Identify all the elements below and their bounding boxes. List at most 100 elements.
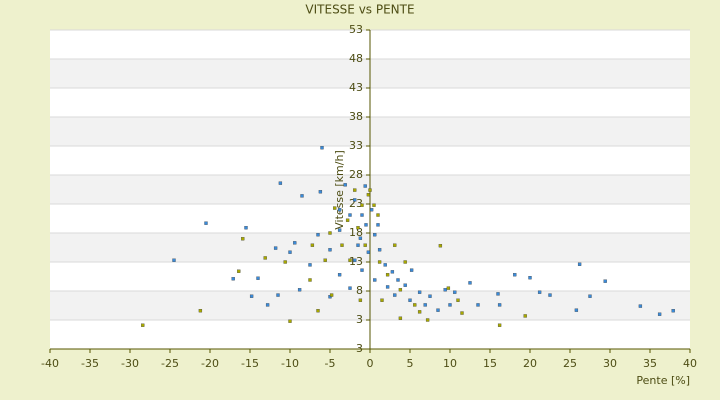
scatter-point [638,304,643,308]
y-tick-label: 53 [349,23,363,36]
scatter-point [337,273,342,277]
scatter-point [383,263,387,267]
scatter-point [496,292,500,296]
scatter-point [288,250,292,254]
scatter-point [436,308,440,312]
y-axis-title: Vitesse [km/h] [333,150,346,230]
scatter-point [263,256,267,260]
x-tick-label: -35 [81,357,99,370]
scatter-point [446,286,451,290]
y-tick-label: 8 [356,284,363,297]
x-tick-label: 30 [603,357,617,370]
scatter-point [448,303,452,307]
scatter-point [358,236,363,240]
scatter-point [241,237,245,241]
scatter-point [358,298,363,302]
scatter-point [376,223,380,227]
scatter-point [328,248,332,252]
x-tick-label: -30 [121,357,139,370]
x-axis-title: Pente [%] [636,374,690,387]
scatter-point [373,233,377,237]
scatter-point [300,194,304,198]
scatter-point [353,198,357,202]
scatter-point [398,316,403,320]
scatter-point [671,309,675,313]
scatter-point [390,270,395,274]
scatter-point [244,226,248,230]
y-tick-label: 33 [349,139,363,152]
scatter-point [356,243,360,247]
scatter-point [657,312,662,316]
scatter-point [468,281,472,285]
scatter-point [348,258,352,262]
scatter-point [276,293,280,297]
scatter-point [377,248,382,252]
scatter-point [456,298,460,302]
scatter-point [293,241,297,245]
scatter-point [231,277,235,281]
x-tick-label: -25 [161,357,179,370]
scatter-point [528,276,532,280]
scatter-point [548,293,552,297]
scatter-point [308,263,312,267]
scatter-point [316,233,320,237]
x-tick-label: -40 [41,357,59,370]
scatter-point [376,213,380,217]
scatter-point [278,181,283,185]
scatter-point [360,268,364,272]
scatter-point [340,243,344,247]
scatter-point [453,290,457,294]
scatter-point [428,294,432,298]
scatter-point [283,260,287,264]
scatter-point [537,290,542,294]
scatter-point [574,308,579,312]
scatter-point [348,286,352,290]
scatter-point [273,246,278,250]
scatter-point [393,243,397,247]
x-tick-label: 5 [407,357,414,370]
scatter-point [523,314,527,318]
y-tick-label: 38 [349,110,363,123]
scatter-point [425,318,430,322]
scatter-point [364,223,368,227]
scatter-point [385,273,390,277]
scatter-point [265,303,270,307]
scatter-point [353,258,357,262]
scatter-point [398,288,403,292]
scatter-point [363,243,367,247]
y-tick-label: 48 [349,52,363,65]
scatter-point [366,250,371,254]
scatter-point [373,278,377,282]
scatter-point [588,294,592,298]
scatter-point [343,183,347,187]
scatter-point [297,288,302,292]
scatter-point [393,293,397,297]
y-tick-label: 3 [356,313,363,326]
scatter-point [353,188,357,192]
scatter-point [417,290,422,294]
x-tick-label: -15 [241,357,259,370]
scatter-point [204,221,208,225]
y-tick-label: 28 [349,168,363,181]
scatter-point [360,203,364,207]
chart-title: VITESSE vs PENTE [305,3,414,17]
scatter-point [323,258,327,262]
scatter-point [368,188,372,192]
scatter-point [337,228,342,232]
scatter-point [413,303,417,307]
scatter-point [345,218,350,222]
x-tick-label: -5 [325,357,336,370]
scatter-point [396,278,400,282]
scatter-point [356,226,360,230]
x-tick-label: 10 [443,357,457,370]
scatter-point [366,193,371,197]
scatter-point [476,303,480,307]
scatter-point [318,190,323,194]
x-tick-label: -20 [201,357,219,370]
scatter-point [438,244,443,248]
x-tick-label: 40 [683,357,697,370]
x-tick-label: 35 [643,357,657,370]
x-tick-label: 15 [483,357,497,370]
scatter-point [198,309,203,313]
